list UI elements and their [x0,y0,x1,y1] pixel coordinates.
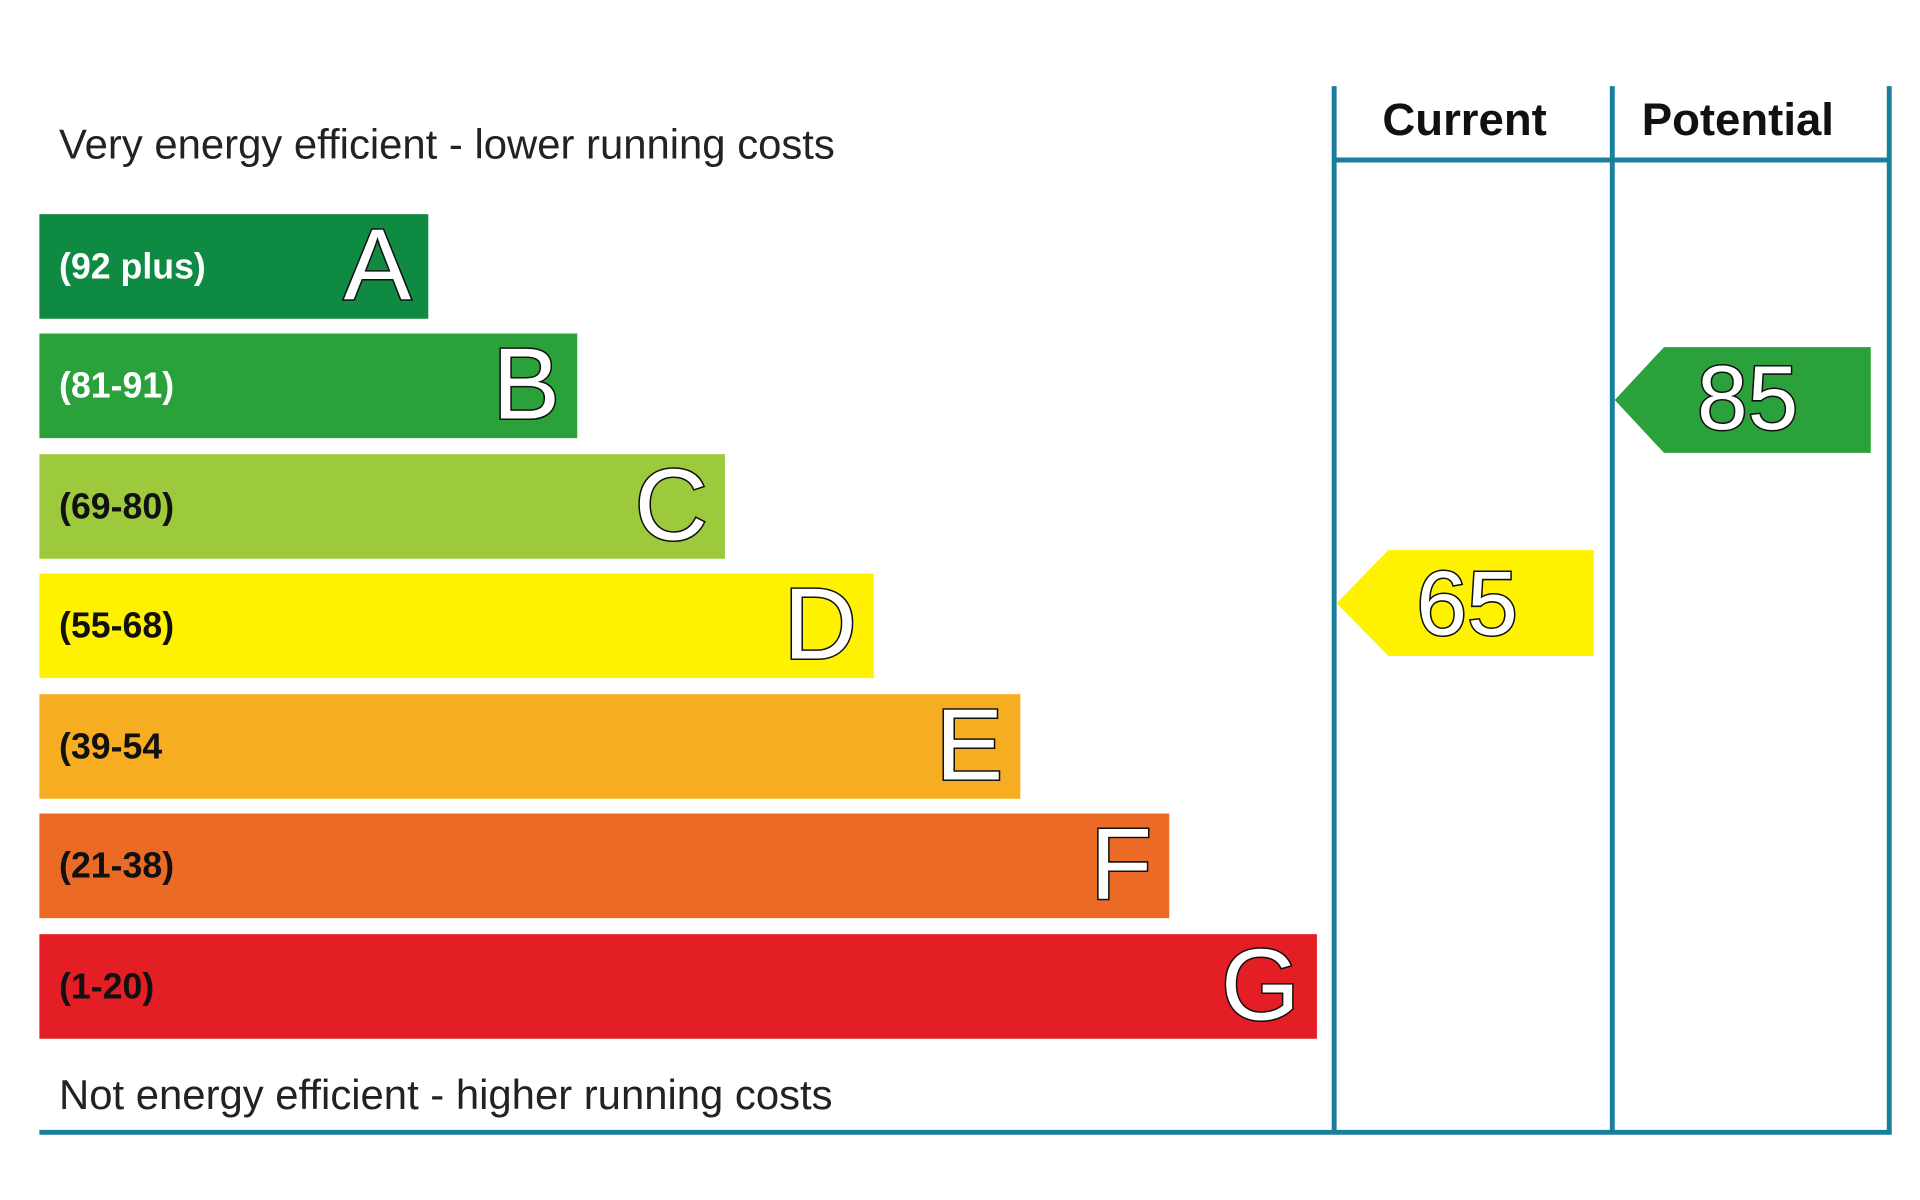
band-range: (55-68) [59,606,174,646]
band [39,813,1170,919]
band-range: (92 plus) [59,246,206,286]
band-range: (81-91) [59,366,174,406]
band-range: (39-54 [59,726,162,766]
band-letter: C [635,449,708,561]
band-letter: A [344,209,412,321]
band-letter: D [784,569,857,681]
band [39,214,429,319]
band [39,694,1021,799]
bands: (92 plus) A (81-91) B (69-80) C (55-68) D (39-54… [39,208,1317,1043]
bottom-label: Not energy efficient - higher running co… [59,1071,832,1118]
band-letter: E [936,689,1003,801]
band [39,454,725,559]
band-range: (21-38) [59,846,174,886]
band-range: (69-80) [59,486,174,526]
top-label: Very energy efficient - lower running co… [59,121,835,168]
band-letter: G [1221,929,1300,1041]
band-range: (1-20) [59,966,154,1006]
potential-rating: 85 [1697,348,1798,449]
band-letter: B [493,329,560,441]
potential-arrow [1614,347,1871,453]
band [39,934,1317,1039]
column-header: Potential [1642,94,1834,145]
band [39,333,578,439]
band [39,573,874,679]
column-header: Current [1382,94,1546,145]
current-rating: 65 [1416,554,1517,655]
band-letter: F [1090,809,1152,921]
current-arrow [1336,550,1594,656]
